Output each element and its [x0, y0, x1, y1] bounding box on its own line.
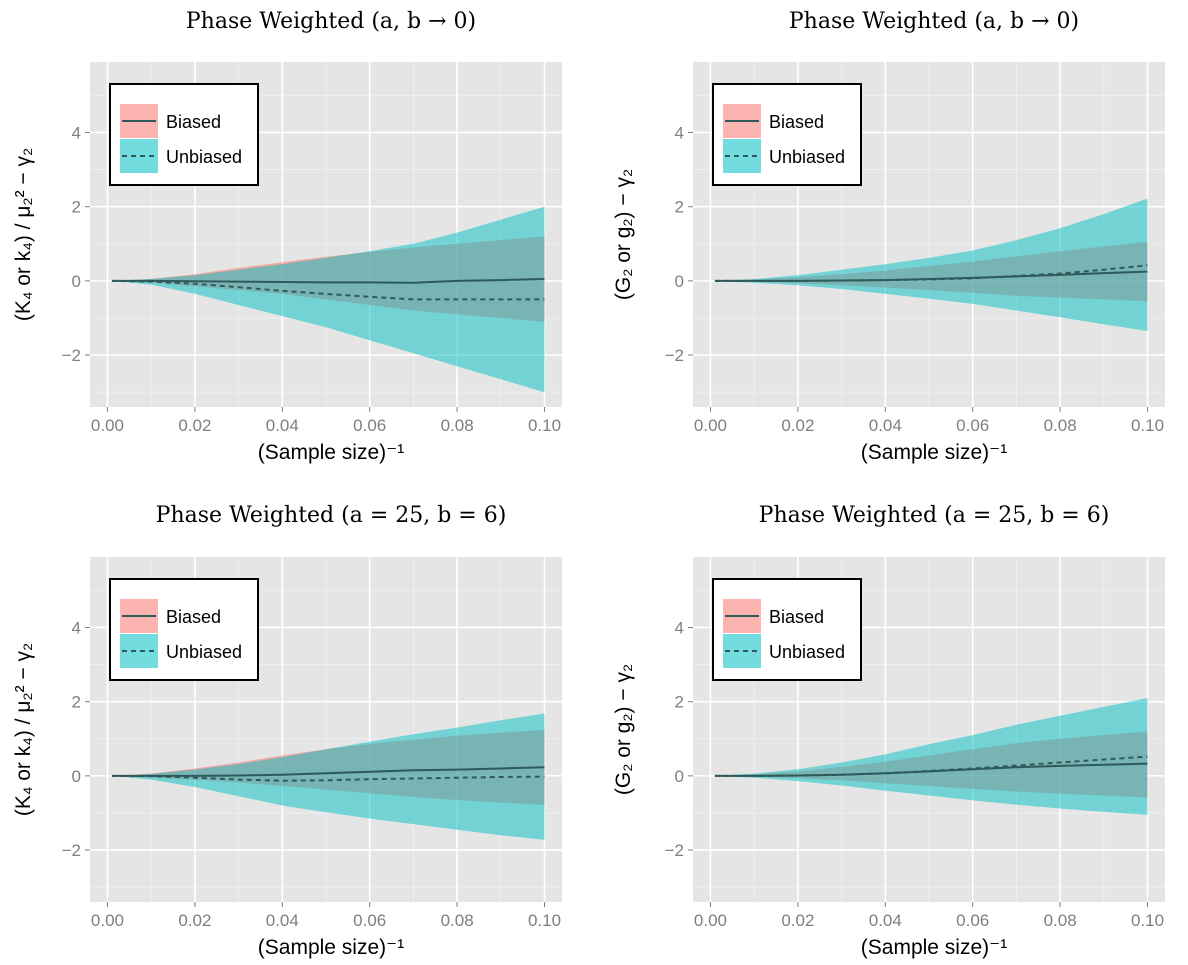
chart-panel-4: Phase Weighted (a = 25, b = 6) 0.00 0.02 0.…: [612, 503, 1165, 959]
x-tick-label: 0.02: [781, 416, 814, 435]
line-unbiased: [714, 755, 1148, 777]
x-tick-label: 0.06: [353, 416, 386, 435]
x-tick-label: 0.04: [869, 911, 902, 930]
x-tick-label: 0.08: [441, 911, 474, 930]
x-axis-label: (Sample size)⁻¹: [258, 441, 404, 464]
x-tick-label: 0.10: [1131, 416, 1164, 435]
band-unbiased: [111, 206, 545, 393]
chart-title: Phase Weighted (a = 25, b = 6): [156, 503, 507, 528]
x-tick-label: 0.10: [528, 416, 561, 435]
x-tick-label: 0.04: [266, 416, 299, 435]
y-tick-label: 2: [72, 198, 81, 217]
x-tick-label: 0.08: [441, 416, 474, 435]
y-tick-label: −2: [665, 346, 684, 365]
x-tick-label: 0.06: [956, 416, 989, 435]
x-axis-label: (Sample size)⁻¹: [258, 936, 404, 959]
x-tick-label: 0.04: [869, 416, 902, 435]
legend-label-unbiased: Unbiased: [166, 147, 242, 167]
band-unbiased: [714, 698, 1148, 815]
legend-label-unbiased: Unbiased: [769, 147, 845, 167]
y-axis-label: (K₄ or k₄) / μ₂² − γ₂: [12, 643, 35, 816]
y-tick-label: 4: [72, 618, 81, 637]
x-tick-label: 0.08: [1044, 911, 1077, 930]
x-tick-label: 0.00: [694, 911, 727, 930]
chart-title: Phase Weighted (a, b → 0): [789, 9, 1079, 34]
y-axis-label: (K₄ or k₄) / μ₂² − γ₂: [12, 148, 35, 321]
legend-label-biased: Biased: [769, 607, 824, 627]
legend-label-biased: Biased: [769, 112, 824, 132]
band-unbiased: [111, 713, 545, 840]
y-tick-label: 4: [675, 123, 684, 142]
y-tick-label: 4: [675, 618, 684, 637]
x-tick-label: 0.06: [353, 911, 386, 930]
y-tick-label: 0: [72, 272, 81, 291]
line-biased: [714, 270, 1148, 282]
chart-title: Phase Weighted (a = 25, b = 6): [759, 503, 1110, 528]
y-axis-label: (G₂ or g₂) − γ₂: [612, 169, 635, 300]
legend-label-biased: Biased: [166, 607, 221, 627]
y-tick-label: 2: [675, 693, 684, 712]
y-axis-label: (G₂ or g₂) − γ₂: [612, 664, 635, 795]
band-unbiased: [714, 198, 1148, 331]
x-axis-label: (Sample size)⁻¹: [861, 936, 1007, 959]
x-tick-label: 0.10: [1131, 911, 1164, 930]
x-tick-label: 0.00: [91, 416, 124, 435]
y-tick-label: 2: [72, 693, 81, 712]
legend-label-unbiased: Unbiased: [166, 642, 242, 662]
y-tick-label: 0: [72, 767, 81, 786]
legend-label-unbiased: Unbiased: [769, 642, 845, 662]
x-tick-label: 0.08: [1044, 416, 1077, 435]
x-tick-label: 0.00: [91, 911, 124, 930]
line-biased: [714, 762, 1148, 777]
x-axis-label: (Sample size)⁻¹: [861, 441, 1007, 464]
chart-panel-3: Phase Weighted (a = 25, b = 6) 0.00 0.02 0.…: [12, 503, 562, 959]
x-tick-label: 0.02: [781, 911, 814, 930]
x-tick-label: 0.04: [266, 911, 299, 930]
y-tick-label: 0: [675, 767, 684, 786]
y-tick-label: 2: [675, 198, 684, 217]
x-tick-label: 0.02: [178, 416, 211, 435]
x-tick-label: 0.02: [178, 911, 211, 930]
y-tick-label: −2: [62, 841, 81, 860]
y-tick-label: −2: [665, 841, 684, 860]
line-biased: [111, 278, 545, 284]
y-tick-label: −2: [62, 346, 81, 365]
line-biased: [111, 766, 545, 777]
line-unbiased: [111, 279, 545, 301]
legend-label-biased: Biased: [166, 112, 221, 132]
chart-panel-1: Phase Weighted (a, b → 0) 0.00 0.02 0.04 0.0…: [12, 9, 562, 464]
x-tick-label: 0.10: [528, 911, 561, 930]
y-tick-label: 0: [675, 272, 684, 291]
chart-title: Phase Weighted (a, b → 0): [186, 9, 476, 34]
x-tick-label: 0.06: [956, 911, 989, 930]
x-tick-label: 0.00: [694, 416, 727, 435]
chart-panel-2: Phase Weighted (a, b → 0) 0.00 0.02 0.04 0.0…: [612, 9, 1165, 464]
y-tick-label: 4: [72, 123, 81, 142]
